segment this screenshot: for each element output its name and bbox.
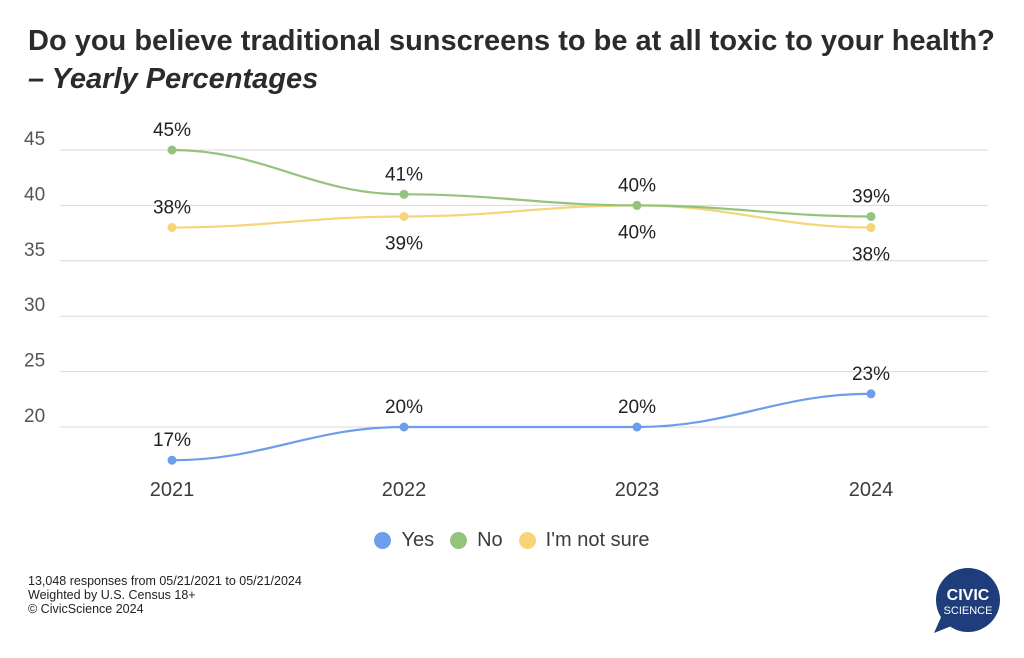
legend-swatch-i-m-not-sure bbox=[518, 532, 536, 549]
data-point-yes-2022 bbox=[399, 422, 409, 432]
legend-item-yes: Yes bbox=[374, 529, 434, 552]
x-tick-label-2023: 2023 bbox=[615, 479, 660, 501]
x-tick-label-2022: 2022 bbox=[382, 479, 427, 501]
legend-label-i-m-not-sure: I'm not sure bbox=[545, 529, 650, 551]
y-tick-label-45: 45 bbox=[24, 129, 45, 150]
logo-text-civic: CIVIC bbox=[947, 587, 990, 604]
title-text: Do you believe traditional sunscreens to… bbox=[28, 25, 995, 57]
data-label-no-2022: 41% bbox=[385, 164, 423, 185]
legend: Yes No I'm not sure bbox=[0, 529, 1024, 552]
logo-text-science: SCIENCE bbox=[944, 605, 993, 617]
x-tick-label-2024: 2024 bbox=[849, 479, 894, 501]
data-point-no-2021 bbox=[167, 145, 177, 155]
chart-subtitle: – Yearly Percentages bbox=[28, 63, 319, 95]
legend-swatch-yes bbox=[374, 532, 392, 549]
data-point-yes-2024 bbox=[866, 389, 876, 399]
data-label-i-m-not-sure-2023: 40% bbox=[618, 222, 656, 243]
legend-swatch-no bbox=[450, 532, 468, 549]
footer-responses: 13,048 responses from 05/21/2021 to 05/2… bbox=[28, 574, 302, 588]
series-line-no bbox=[171, 148, 872, 218]
data-label-yes-2022: 20% bbox=[385, 397, 423, 418]
data-label-yes-2021: 17% bbox=[153, 430, 191, 451]
x-tick-label-2021: 2021 bbox=[150, 479, 195, 501]
y-tick-label-40: 40 bbox=[24, 184, 45, 205]
data-label-no-2023: 40% bbox=[618, 175, 656, 196]
civicscience-logo: CIVIC SCIENCE bbox=[934, 568, 1000, 633]
footer-notes: 13,048 responses from 05/21/2021 to 05/2… bbox=[28, 574, 302, 616]
data-point-no-2022 bbox=[399, 189, 409, 199]
data-label-yes-2024: 23% bbox=[852, 364, 890, 385]
logo-speech-tail bbox=[934, 615, 954, 633]
data-label-yes-2023: 20% bbox=[618, 397, 656, 418]
data-point-no-2023 bbox=[632, 200, 642, 210]
series-line-yes bbox=[171, 392, 872, 462]
data-label-i-m-not-sure-2024: 38% bbox=[852, 245, 890, 266]
y-tick-label-35: 35 bbox=[24, 240, 45, 261]
footer-copyright: © CivicScience 2024 bbox=[28, 602, 144, 616]
data-point-no-2024 bbox=[866, 211, 876, 221]
data-label-no-2024: 39% bbox=[852, 186, 890, 207]
y-tick-label-30: 30 bbox=[24, 295, 45, 316]
data-point-i-m-not-sure-2024 bbox=[866, 223, 876, 233]
data-point-i-m-not-sure-2021 bbox=[167, 223, 177, 233]
data-point-i-m-not-sure-2022 bbox=[399, 211, 409, 221]
chart-title: Do you believe traditional sunscreens to… bbox=[28, 22, 1008, 98]
line-chart: 20 25 30 35 40 45 2021 2022 2023 2024 17% 20% 20% 23%… bbox=[24, 120, 988, 501]
y-tick-label-20: 20 bbox=[24, 406, 45, 427]
data-label-no-2021: 45% bbox=[153, 120, 191, 141]
legend-label-yes: Yes bbox=[401, 529, 435, 551]
y-tick-label-25: 25 bbox=[24, 351, 45, 372]
legend-item-i-m-not-sure: I'm not sure bbox=[518, 529, 650, 552]
legend-label-no: No bbox=[477, 529, 503, 551]
data-label-i-m-not-sure-2022: 39% bbox=[385, 233, 423, 254]
footer-weighting: Weighted by U.S. Census 18+ bbox=[28, 588, 196, 602]
series-line-i-m-not-sure bbox=[171, 204, 872, 229]
data-label-i-m-not-sure-2021: 38% bbox=[153, 198, 191, 219]
logo-circle bbox=[936, 568, 1000, 632]
data-point-yes-2023 bbox=[632, 422, 642, 432]
data-point-yes-2021 bbox=[167, 455, 177, 465]
legend-item-no: No bbox=[450, 529, 503, 552]
